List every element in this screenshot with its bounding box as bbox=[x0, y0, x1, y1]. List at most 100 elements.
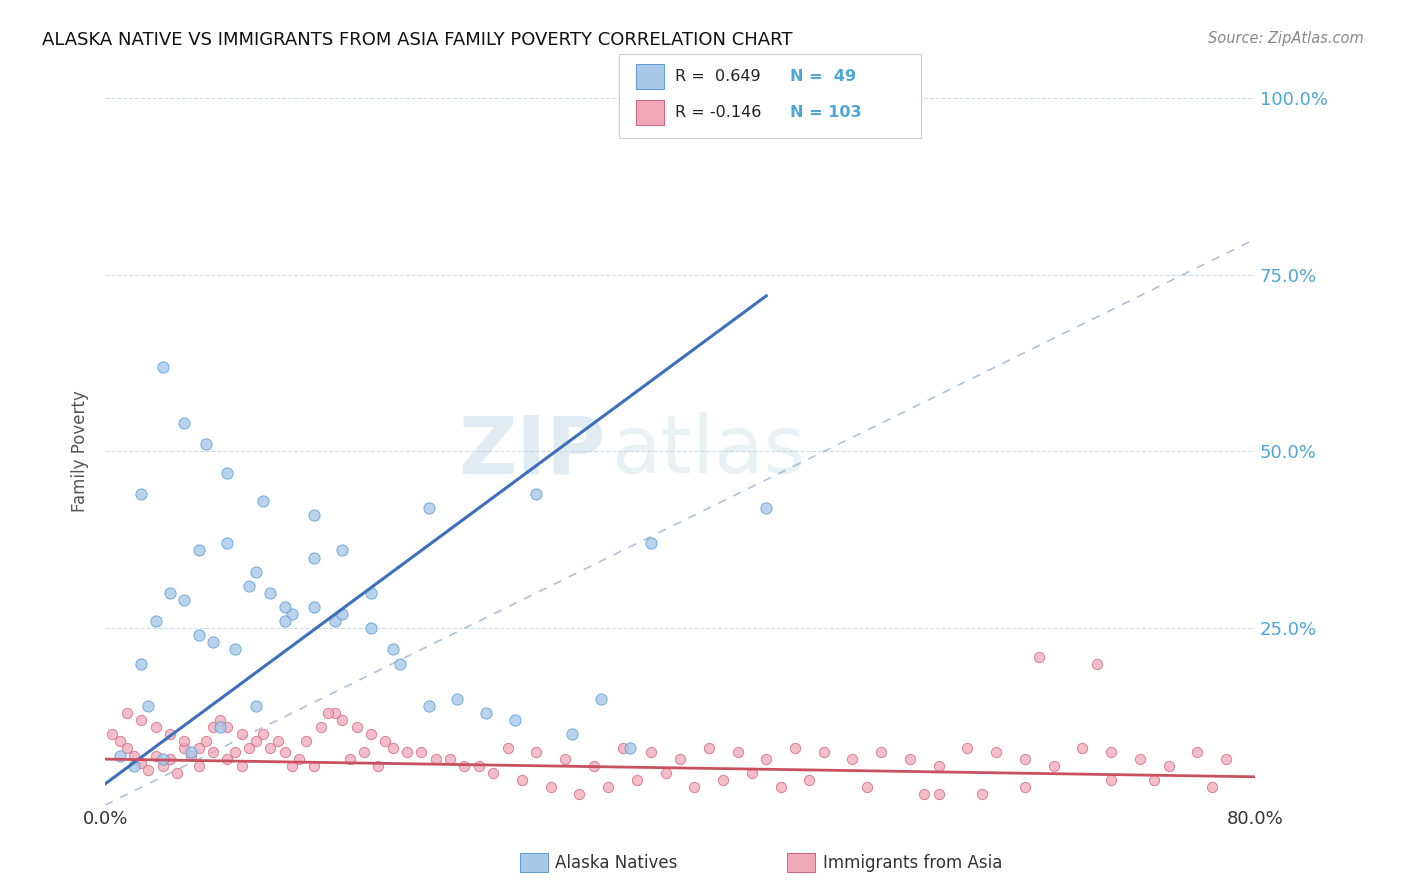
Point bbox=[159, 727, 181, 741]
Point bbox=[302, 550, 325, 565]
Point bbox=[274, 600, 297, 615]
Point bbox=[231, 727, 253, 741]
Point bbox=[136, 699, 159, 714]
Point bbox=[928, 759, 950, 773]
Point bbox=[330, 713, 353, 727]
Point bbox=[145, 748, 167, 763]
Point bbox=[697, 741, 720, 756]
Point bbox=[425, 752, 447, 766]
Point bbox=[568, 788, 591, 802]
Point bbox=[295, 734, 318, 748]
Text: ZIP: ZIP bbox=[458, 412, 606, 491]
Point bbox=[194, 734, 217, 748]
Point bbox=[654, 766, 676, 780]
Point bbox=[1143, 773, 1166, 788]
Point bbox=[259, 741, 281, 756]
Point bbox=[166, 766, 188, 780]
Point bbox=[360, 621, 382, 635]
Point bbox=[582, 759, 605, 773]
Point bbox=[626, 773, 648, 788]
Point bbox=[683, 780, 706, 795]
Point bbox=[711, 773, 734, 788]
Point bbox=[217, 466, 239, 480]
Point bbox=[482, 766, 505, 780]
Point bbox=[323, 706, 346, 720]
Point bbox=[1014, 752, 1036, 766]
Point bbox=[187, 759, 209, 773]
Point bbox=[561, 727, 583, 741]
Point bbox=[856, 780, 879, 795]
Point bbox=[727, 745, 749, 759]
Point bbox=[152, 359, 174, 374]
Point bbox=[453, 759, 475, 773]
Point bbox=[281, 607, 304, 621]
Point bbox=[589, 692, 612, 706]
Point bbox=[217, 752, 239, 766]
Point bbox=[783, 741, 806, 756]
Point bbox=[870, 745, 893, 759]
Point bbox=[1071, 741, 1094, 756]
Point bbox=[173, 593, 195, 607]
Point bbox=[252, 727, 274, 741]
Point bbox=[173, 741, 195, 756]
Point bbox=[503, 713, 526, 727]
Point bbox=[741, 766, 763, 780]
Point bbox=[418, 699, 440, 714]
Point bbox=[388, 657, 411, 671]
Point bbox=[395, 745, 418, 759]
Point bbox=[640, 745, 662, 759]
Point bbox=[281, 759, 304, 773]
Point bbox=[970, 788, 993, 802]
Point bbox=[145, 720, 167, 734]
Point bbox=[381, 642, 404, 657]
Point bbox=[374, 734, 396, 748]
Point bbox=[1187, 745, 1209, 759]
Point bbox=[238, 579, 260, 593]
Point bbox=[468, 759, 491, 773]
Point bbox=[813, 745, 835, 759]
Point bbox=[173, 734, 195, 748]
Point bbox=[1201, 780, 1223, 795]
Point bbox=[755, 752, 778, 766]
Y-axis label: Family Poverty: Family Poverty bbox=[72, 391, 89, 512]
Point bbox=[439, 752, 461, 766]
Point bbox=[217, 720, 239, 734]
Point bbox=[769, 780, 792, 795]
Point bbox=[152, 752, 174, 766]
Point bbox=[381, 741, 404, 756]
Point bbox=[360, 586, 382, 600]
Point bbox=[201, 745, 224, 759]
Point bbox=[986, 745, 1008, 759]
Text: atlas: atlas bbox=[612, 412, 806, 491]
Point bbox=[841, 752, 863, 766]
Point bbox=[201, 720, 224, 734]
Point bbox=[274, 745, 297, 759]
Point bbox=[252, 494, 274, 508]
Point bbox=[136, 763, 159, 777]
Point bbox=[129, 657, 152, 671]
Point bbox=[209, 713, 232, 727]
Text: ALASKA NATIVE VS IMMIGRANTS FROM ASIA FAMILY POVERTY CORRELATION CHART: ALASKA NATIVE VS IMMIGRANTS FROM ASIA FA… bbox=[42, 31, 793, 49]
Point bbox=[323, 614, 346, 628]
Point bbox=[330, 607, 353, 621]
Point bbox=[316, 706, 339, 720]
Point bbox=[209, 720, 232, 734]
Point bbox=[180, 748, 202, 763]
Point bbox=[187, 628, 209, 642]
Text: R =  0.649: R = 0.649 bbox=[675, 70, 761, 84]
Point bbox=[367, 759, 389, 773]
Point bbox=[145, 614, 167, 628]
Point bbox=[122, 748, 145, 763]
Point bbox=[360, 727, 382, 741]
Point bbox=[224, 745, 246, 759]
Point bbox=[266, 734, 288, 748]
Point bbox=[309, 720, 332, 734]
Point bbox=[540, 780, 562, 795]
Point bbox=[353, 745, 375, 759]
Text: Alaska Natives: Alaska Natives bbox=[555, 854, 678, 871]
Point bbox=[346, 720, 368, 734]
Point bbox=[217, 536, 239, 550]
Point bbox=[912, 788, 935, 802]
Point bbox=[224, 642, 246, 657]
Point bbox=[201, 635, 224, 649]
